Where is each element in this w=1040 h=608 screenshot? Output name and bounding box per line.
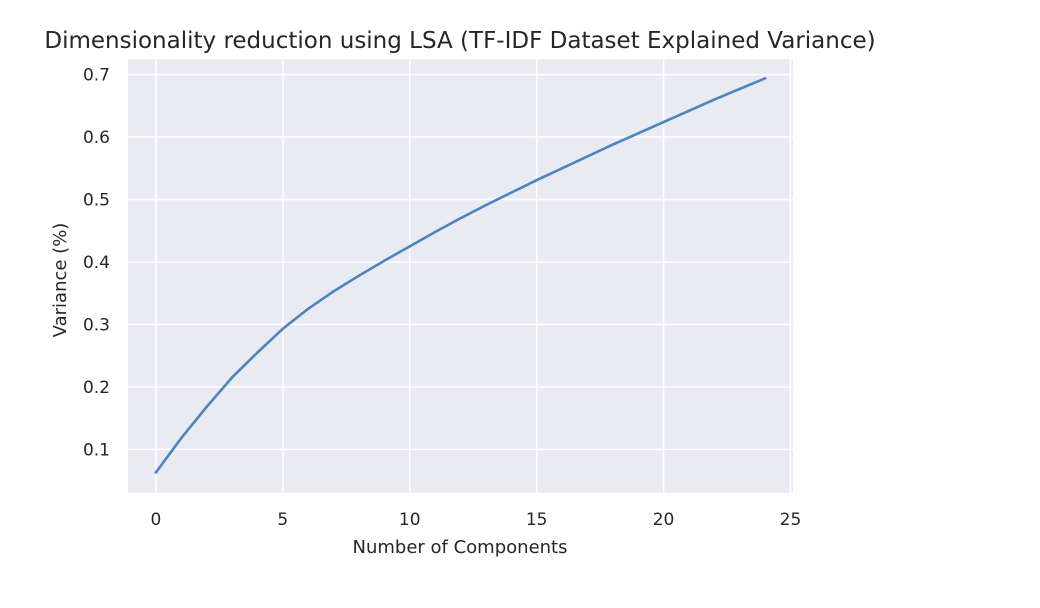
tick-labels: 0 5 10 15 20 25 0.1 0.2 0.3 0.4 0.5 0.6 0.7 — [83, 66, 801, 530]
data-point — [636, 132, 640, 135]
data-point — [535, 178, 538, 182]
data-point — [484, 203, 488, 207]
y-tick-label: 0.2 — [83, 378, 110, 398]
series-layer — [154, 77, 767, 474]
data-point — [433, 230, 437, 234]
grid-lines — [128, 59, 793, 493]
data-point — [383, 259, 386, 263]
data-point — [509, 191, 513, 194]
data-point — [662, 120, 665, 124]
data-point — [586, 155, 589, 158]
data-point — [180, 436, 183, 440]
x-tick-label: 10 — [399, 510, 421, 530]
x-tick-label: 20 — [653, 510, 675, 530]
x-tick-label: 25 — [780, 510, 802, 530]
data-point — [713, 98, 716, 101]
data-point — [332, 289, 335, 293]
y-tick-label: 0.5 — [83, 191, 110, 211]
y-tick-label: 0.1 — [83, 440, 110, 460]
data-point — [205, 405, 208, 409]
y-tick-label: 0.4 — [83, 253, 110, 273]
data-point — [281, 327, 285, 331]
y-tick-label: 0.7 — [83, 66, 110, 86]
data-point — [408, 245, 412, 248]
x-axis-label: Number of Components — [353, 537, 568, 558]
data-point — [459, 216, 462, 220]
y-tick-label: 0.6 — [83, 128, 110, 148]
x-tick-label: 0 — [151, 510, 162, 530]
data-point — [230, 376, 234, 379]
chart-title: Dimensionality reduction using LSA (TF-I… — [44, 28, 875, 54]
x-tick-label: 15 — [526, 510, 548, 530]
data-point — [738, 87, 741, 91]
data-point — [306, 307, 310, 311]
data-point — [560, 166, 564, 170]
data-point — [687, 109, 691, 113]
y-tick-label: 0.3 — [83, 315, 110, 335]
x-tick-label: 5 — [277, 510, 288, 530]
data-point — [154, 471, 158, 474]
data-point — [256, 351, 259, 354]
data-point — [357, 274, 361, 277]
data-point — [611, 143, 615, 146]
data-point — [763, 77, 767, 80]
y-axis-label: Variance (%) — [50, 223, 71, 338]
plot-area — [128, 59, 793, 493]
